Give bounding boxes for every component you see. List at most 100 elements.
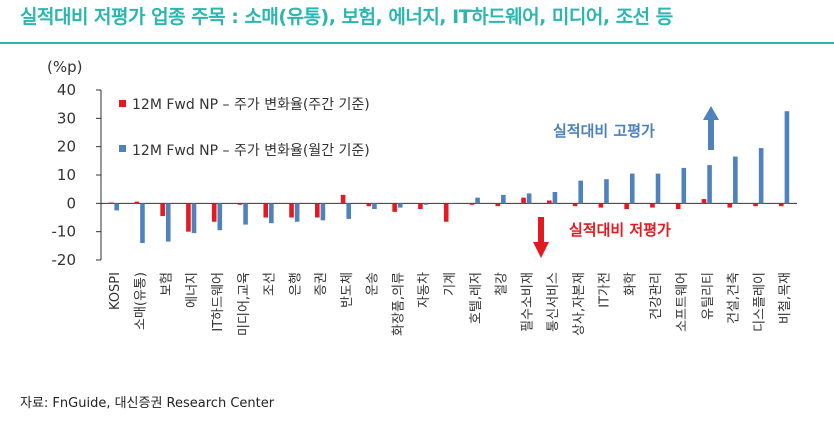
- bar-weekly: [392, 203, 397, 212]
- category-label: 디스플레이: [752, 272, 767, 332]
- bar-weekly: [727, 203, 733, 208]
- category-label: 미디어,교육: [237, 272, 252, 336]
- legend-weekly-swatch: [119, 100, 126, 107]
- chart-title: 실적대비 저평가 업종 주목 : 소매(유통), 보험, 에너지, IT하드웨어…: [20, 6, 673, 28]
- bar-weekly: [547, 200, 552, 204]
- overvalued-arrow-head: [703, 106, 719, 120]
- category-label: 소프트웨어: [675, 272, 690, 332]
- category-label: 비철,목재: [778, 272, 793, 324]
- bar-weekly: [598, 203, 604, 208]
- bar-monthly: [758, 148, 764, 204]
- y-axis-unit: (%p): [47, 58, 82, 76]
- bar-weekly: [624, 203, 629, 209]
- category-label: 반도체: [340, 272, 355, 308]
- bar-monthly: [475, 197, 480, 204]
- y-axis: (%p) 40 30 20 10 0 -10 -20: [47, 58, 797, 269]
- bar-weekly: [753, 203, 758, 207]
- bar-monthly: [681, 167, 687, 204]
- bar-monthly: [320, 203, 326, 221]
- bar-weekly: [650, 203, 655, 208]
- bar-monthly: [217, 203, 223, 231]
- bar-monthly: [629, 173, 635, 204]
- bar-weekly: [366, 203, 372, 207]
- overvalued-arrow-shaft: [708, 120, 714, 150]
- category-label: 운송: [366, 272, 381, 296]
- category-labels: KOSPI 소매(유통) 보험 에너지 IT하드웨어 미디어,교육 조선 은행 증권 반도체 운송 화…: [108, 272, 793, 336]
- bar-weekly: [701, 199, 707, 204]
- source-note: 자료: FnGuide, 대신증권 Research Center: [20, 396, 275, 411]
- bar-monthly: [294, 203, 300, 222]
- category-label: IT가전: [598, 272, 613, 308]
- bar-monthly: [191, 203, 197, 234]
- category-label: IT하드웨어: [211, 272, 226, 332]
- undervalued-annotation: 실적대비 저평가: [533, 217, 671, 258]
- bar-weekly: [315, 203, 320, 218]
- overvalued-annotation: 실적대비 고평가: [553, 106, 719, 150]
- category-label: 호텔,레저: [469, 272, 484, 324]
- bar-monthly: [269, 203, 274, 224]
- overvalued-label: 실적대비 고평가: [553, 122, 655, 140]
- bar-monthly: [372, 203, 377, 209]
- bar-weekly: [340, 194, 346, 204]
- category-label: 건설,건축: [727, 272, 742, 324]
- bar-monthly: [346, 203, 351, 219]
- bar-weekly: [237, 203, 243, 205]
- bar-monthly: [243, 203, 248, 225]
- y-tick-label: 30: [57, 109, 76, 127]
- bar-monthly: [578, 180, 583, 204]
- bar-weekly: [443, 203, 449, 222]
- category-label: 조선: [263, 272, 278, 296]
- bar-weekly: [134, 201, 140, 204]
- bar-monthly: [449, 203, 455, 205]
- category-label: 유틸리티: [701, 272, 716, 320]
- bar-weekly: [186, 203, 191, 232]
- bar-monthly: [165, 203, 171, 242]
- category-label: 보험: [159, 272, 174, 296]
- bar-weekly: [160, 203, 165, 217]
- bar-monthly: [114, 203, 119, 211]
- undervalued-label: 실적대비 저평가: [569, 221, 671, 239]
- y-tick-label: -20: [52, 251, 77, 269]
- bar-monthly: [397, 203, 403, 208]
- legend-monthly-label: 12M Fwd NP – 주가 변화율(월간 기준): [132, 143, 370, 159]
- bar-monthly: [501, 194, 506, 204]
- category-label: KOSPI: [108, 272, 123, 310]
- bar-weekly: [211, 203, 217, 222]
- category-label: 자동차: [417, 272, 432, 308]
- bar-monthly: [655, 173, 661, 204]
- y-tick-label: 40: [57, 81, 76, 99]
- bar-chart: (%p) 40 30 20 10 0 -10 -20 KOSPI 소매(유통) 보험 에너지 IT하드…: [47, 58, 797, 336]
- y-tick-label: 10: [57, 166, 76, 184]
- category-label: 기계: [443, 272, 458, 296]
- bar-weekly: [108, 202, 114, 204]
- bar-weekly: [495, 203, 501, 207]
- bars: [108, 111, 790, 243]
- category-label: 상사,자본재: [572, 272, 587, 336]
- category-label: 소매(유통): [134, 272, 149, 330]
- category-label: 증권: [314, 272, 329, 296]
- category-label: 필수소비재: [520, 272, 535, 332]
- category-label: 화장품,의류: [391, 272, 406, 336]
- bar-monthly: [526, 193, 532, 204]
- bar-weekly: [289, 203, 294, 218]
- y-tick-label: 20: [57, 138, 76, 156]
- bar-monthly: [604, 179, 609, 204]
- bar-weekly: [418, 203, 423, 209]
- category-label: 건강관리: [649, 272, 664, 320]
- y-tick-label: 0: [66, 194, 76, 212]
- bar-monthly: [552, 192, 558, 204]
- bar-monthly: [733, 156, 738, 204]
- bar-weekly: [521, 197, 526, 204]
- bar-weekly: [263, 203, 269, 218]
- bar-monthly: [423, 203, 429, 205]
- bar-weekly: [572, 203, 578, 207]
- legend-monthly-swatch: [119, 145, 126, 152]
- title-underline: [0, 42, 834, 44]
- category-label: 에너지: [185, 272, 200, 308]
- bar-monthly: [707, 165, 712, 204]
- bar-weekly: [469, 203, 475, 205]
- legend: 12M Fwd NP – 주가 변화율(주간 기준) 12M Fwd NP – …: [119, 97, 370, 159]
- legend-weekly-label: 12M Fwd NP – 주가 변화율(주간 기준): [132, 97, 370, 113]
- bar-monthly: [784, 111, 790, 204]
- bar-monthly: [140, 203, 145, 243]
